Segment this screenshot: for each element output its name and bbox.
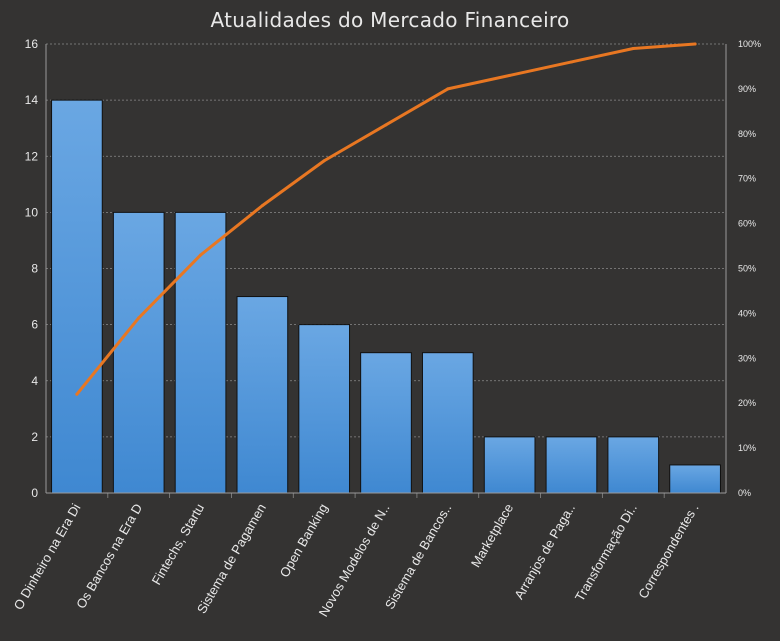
y-tick-label: 16 xyxy=(25,37,39,51)
line-point xyxy=(631,46,635,50)
bar xyxy=(545,436,598,494)
line-point xyxy=(75,392,79,396)
line-point xyxy=(693,42,697,46)
y2-tick-label: 90% xyxy=(738,84,756,94)
y2-tick-label: 100% xyxy=(738,39,761,49)
x-tick-label: Marketplace xyxy=(468,501,516,570)
line-point xyxy=(322,159,326,163)
bar xyxy=(483,436,536,494)
line-point xyxy=(199,253,203,257)
y-tick-label: 12 xyxy=(25,149,39,163)
line-point xyxy=(508,73,512,77)
line-point xyxy=(137,316,141,320)
y-tick-label: 2 xyxy=(31,430,38,444)
line-point xyxy=(569,60,573,64)
y-tick-label: 6 xyxy=(31,318,38,332)
bar xyxy=(669,464,721,494)
x-tick-label: Fintechs, Startu xyxy=(149,501,208,587)
y2-tick-label: 20% xyxy=(738,398,756,408)
bar xyxy=(298,324,351,494)
y-tick-label: 0 xyxy=(31,486,38,500)
x-tick-label: Novos Modelos de N.. xyxy=(316,501,393,619)
y2-tick-label: 40% xyxy=(738,308,756,318)
y2-tick-label: 0% xyxy=(738,488,751,498)
x-tick-label: Correspondentes . xyxy=(635,501,701,601)
y2-tick-label: 50% xyxy=(738,264,756,274)
y2-tick-label: 80% xyxy=(738,129,756,139)
bar xyxy=(112,211,165,494)
y2-tick-label: 60% xyxy=(738,219,756,229)
x-tick-label: Sistema de Pagamen xyxy=(194,501,269,616)
y2-tick-label: 10% xyxy=(738,443,756,453)
y-tick-label: 8 xyxy=(31,262,38,276)
bar xyxy=(421,352,474,494)
x-tick-label: O Dinheiro na Era Di xyxy=(11,501,84,612)
line-point xyxy=(260,204,264,208)
bar xyxy=(236,296,289,494)
line-point xyxy=(384,123,388,127)
line-point xyxy=(446,87,450,91)
bar xyxy=(607,436,660,494)
chart-title: Atualidades do Mercado Financeiro xyxy=(210,8,570,32)
bar xyxy=(360,352,412,494)
x-tick-label: Open Banking xyxy=(277,501,331,580)
y2-tick-label: 30% xyxy=(738,353,756,363)
y-tick-label: 10 xyxy=(25,205,39,219)
y-tick-label: 4 xyxy=(31,374,38,388)
x-tick-label: Os Bancos na Era D xyxy=(73,501,145,611)
y2-tick-label: 70% xyxy=(738,174,756,184)
x-tick-label: Sistema de Bancos.. xyxy=(382,501,455,612)
x-tick-label: Transformação Di.. xyxy=(572,501,640,604)
bar xyxy=(51,99,103,494)
x-tick-label: Arranjos de Paga.. xyxy=(511,501,578,602)
y-tick-label: 14 xyxy=(25,93,39,107)
cumulative-line xyxy=(75,42,697,396)
